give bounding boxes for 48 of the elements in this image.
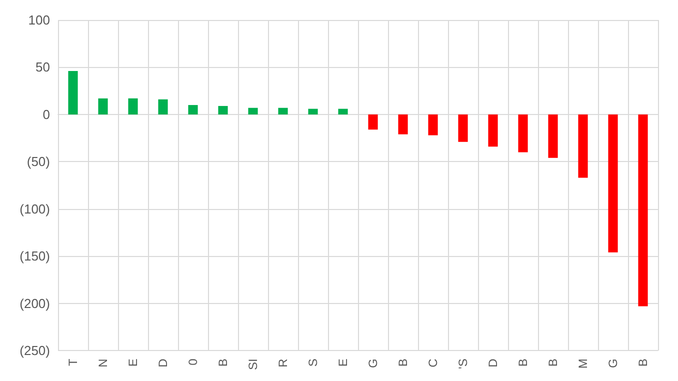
y-tick-label: (200): [20, 296, 50, 311]
x-tick-label: C: [426, 358, 440, 368]
bar: [458, 114, 468, 142]
bar: [578, 114, 588, 178]
bar: [218, 106, 228, 114]
bar: [518, 114, 528, 152]
bar: [488, 114, 498, 147]
bar: [398, 114, 408, 134]
bar: [638, 114, 648, 306]
x-tick-label: S: [306, 358, 320, 367]
y-tick-label: 100: [28, 12, 50, 28]
bar: [338, 108, 348, 114]
bar: [128, 98, 138, 114]
x-tick-label: B: [516, 358, 530, 367]
bar: [548, 114, 558, 158]
x-tick-label: 'S: [456, 358, 470, 369]
y-tick-label: (100): [20, 201, 50, 216]
x-tick-label: D: [486, 358, 500, 368]
y-tick-label: (150): [20, 248, 50, 264]
x-tick-label: G: [366, 358, 380, 368]
y-tick-label: (50): [26, 154, 50, 170]
bar: [308, 108, 318, 114]
x-tick-label: 0: [186, 358, 200, 366]
bar: [158, 99, 168, 114]
x-tick-label: E: [126, 358, 140, 367]
x-tick-label: G: [606, 358, 620, 368]
y-tick-label: 50: [36, 60, 50, 75]
bar: [188, 105, 198, 114]
bar: [68, 71, 78, 114]
x-tick-label: N: [96, 358, 110, 368]
x-tick-label: B: [396, 358, 410, 367]
y-tick-label: 0: [42, 106, 50, 122]
bar: [428, 114, 438, 136]
bar: [608, 114, 618, 252]
x-tick-label: E: [336, 358, 350, 367]
y-tick-label: (250): [20, 343, 50, 358]
bar: [278, 108, 288, 114]
bar: [248, 108, 258, 114]
x-tick-label: B: [546, 358, 560, 367]
x-tick-label: D: [156, 358, 170, 368]
x-tick-label: R: [276, 358, 290, 368]
x-tick-label: T: [66, 358, 80, 366]
x-tick-label: B: [636, 358, 650, 367]
bar: [368, 114, 378, 130]
x-tick-label: M: [576, 358, 590, 369]
x-tick-label: B: [216, 358, 230, 367]
x-tick-label: SI: [246, 358, 260, 370]
bar: [98, 98, 108, 114]
